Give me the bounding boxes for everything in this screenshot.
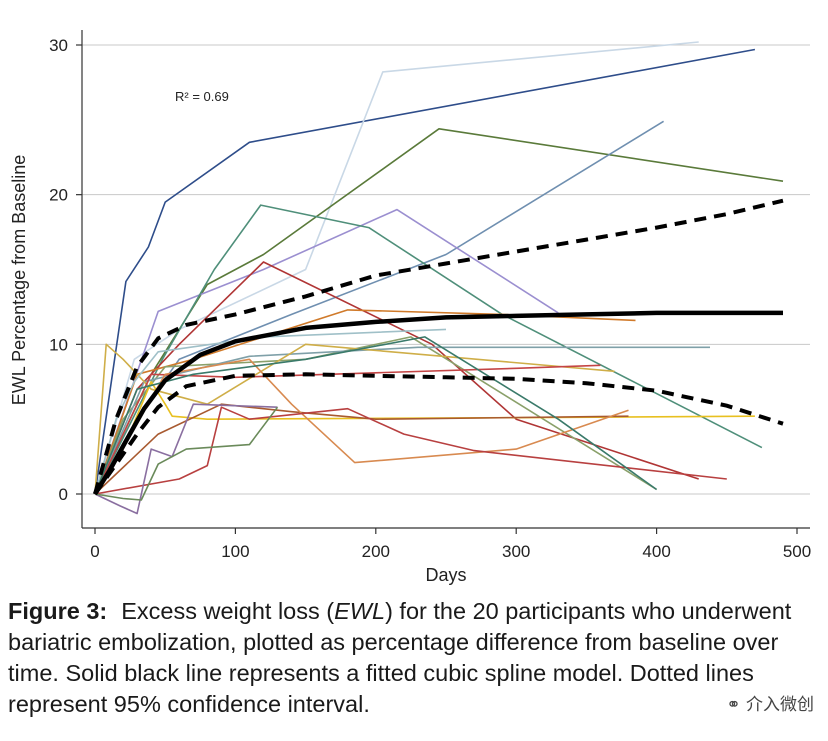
series-line-p11	[94, 343, 615, 495]
series-line-p12	[94, 381, 755, 495]
x-tick-label-0: 0	[90, 542, 99, 561]
watermark: ⚭ 介入微创	[726, 690, 814, 715]
figure-label: Figure 3:	[8, 598, 108, 624]
gridlines	[82, 44, 810, 495]
series-line-p1	[94, 48, 756, 495]
y-tick-label-30: 30	[49, 36, 68, 55]
series-line-p8	[94, 309, 636, 495]
figure-caption: Figure 3: Excess weight loss (EWL) for th…	[8, 596, 813, 720]
participant-series	[94, 41, 784, 515]
ci-lower-line	[93, 372, 784, 496]
x-tick-label-100: 100	[221, 542, 249, 561]
series-line-p20	[94, 336, 658, 495]
y-axis-title: EWL Percentage from Baseline	[9, 155, 29, 405]
caption-abbr: EWL	[334, 598, 386, 624]
caption-text-1: Excess weight loss (	[121, 598, 335, 624]
series-line-p14	[94, 403, 629, 495]
r-squared-annotation: R² = 0.69	[175, 89, 229, 104]
x-tick-label-400: 400	[642, 542, 670, 561]
series-line-p13	[94, 364, 601, 495]
y-tick-label-20: 20	[49, 186, 68, 205]
series-line-p5	[94, 208, 559, 495]
series-line-p15	[94, 358, 629, 495]
x-axis-title: Days	[425, 565, 466, 585]
ci-upper-line	[93, 198, 784, 495]
y-tick-label-0: 0	[59, 485, 68, 504]
x-tick-label-200: 200	[362, 542, 390, 561]
x-tick-label-500: 500	[783, 542, 811, 561]
series-line-p6	[94, 204, 763, 495]
series-line-p18	[94, 406, 279, 501]
x-tick-label-300: 300	[502, 542, 530, 561]
series-line-p10	[94, 346, 710, 495]
wechat-icon: ⚭	[726, 695, 741, 715]
caption-text-2: ) for the 20 participants who underwent …	[8, 598, 792, 717]
series-line-p17	[94, 403, 278, 515]
y-tick-label-10: 10	[49, 335, 68, 354]
series-line-p9	[94, 336, 658, 495]
watermark-text: 介入微创	[746, 695, 814, 715]
fit-lines	[93, 198, 784, 496]
series-line-p16	[94, 406, 727, 495]
fit-spline-line	[93, 310, 783, 496]
series-line-p2	[94, 41, 699, 495]
